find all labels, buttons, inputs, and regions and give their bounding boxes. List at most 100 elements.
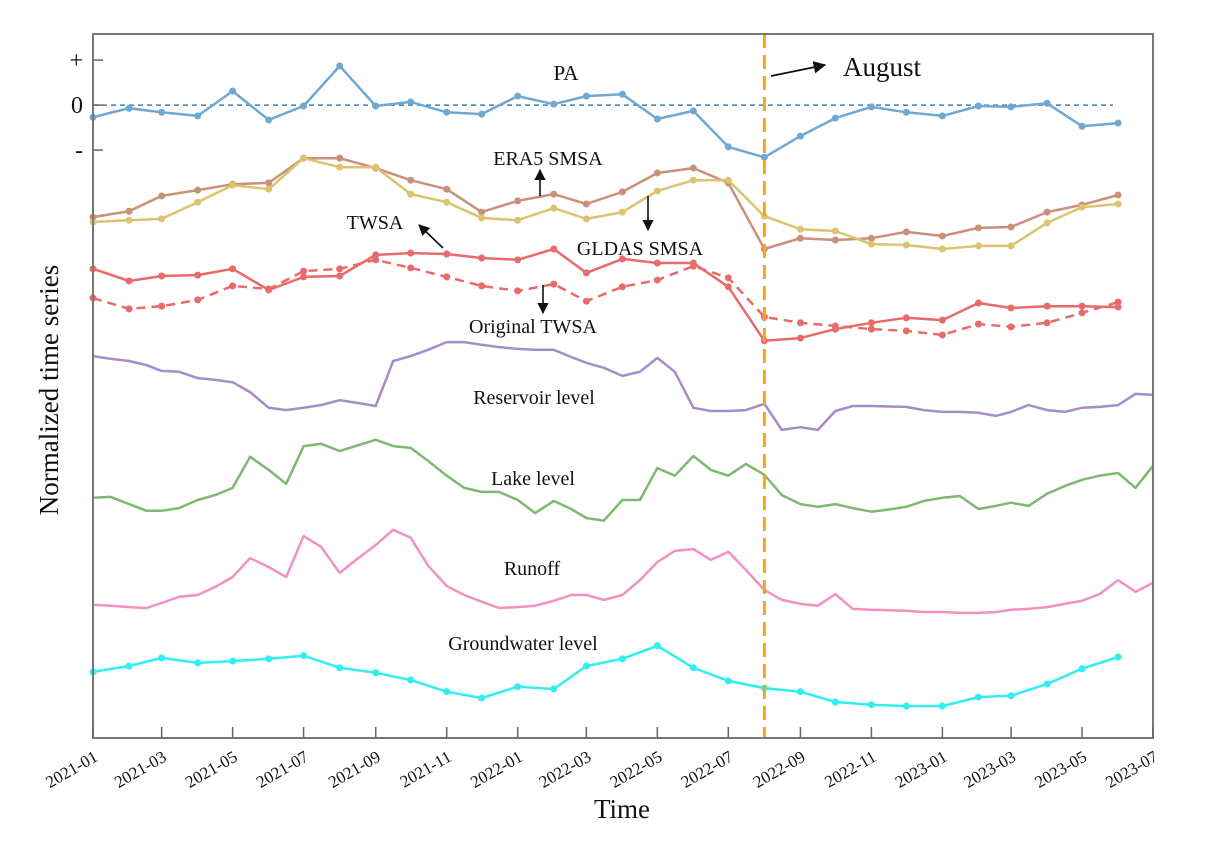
data-point <box>582 662 590 670</box>
plot-frame <box>92 33 1154 739</box>
label-twsa: TWSA <box>347 212 404 234</box>
label-groundwater-level: Groundwater level <box>448 633 598 655</box>
data-point <box>229 181 237 189</box>
data-point <box>229 657 237 665</box>
data-point <box>407 249 415 257</box>
data-point <box>1114 191 1122 199</box>
data-point <box>478 694 486 702</box>
data-point <box>831 236 839 244</box>
series-runoff <box>92 528 1154 615</box>
august-arrow <box>770 61 827 77</box>
data-point <box>514 256 522 264</box>
series-original-twsa <box>89 256 1122 339</box>
data-point <box>372 163 380 171</box>
series-twsa <box>89 245 1122 345</box>
data-point <box>1078 122 1086 130</box>
data-point <box>902 327 910 335</box>
series-line <box>92 156 1119 251</box>
series-gldas-smsa <box>89 154 1122 253</box>
data-point <box>689 262 697 270</box>
data-point <box>938 702 946 710</box>
data-point <box>550 190 558 198</box>
data-point <box>265 655 273 663</box>
label-lake-level: Lake level <box>491 468 575 490</box>
x-tick-label: 2022-03 <box>536 747 595 792</box>
data-point <box>300 273 308 281</box>
data-point <box>514 197 522 205</box>
data-point <box>125 207 133 215</box>
data-point <box>867 325 875 333</box>
x-tick-label: 2021-01 <box>42 747 101 792</box>
data-point <box>1114 298 1122 306</box>
data-point <box>831 322 839 330</box>
data-point <box>125 277 133 285</box>
label-reservoir-level: Reservoir level <box>473 387 595 409</box>
data-point <box>653 169 661 177</box>
x-tick-label: 2022-01 <box>467 747 526 792</box>
data-point <box>194 198 202 206</box>
x-tick-label: 2021-07 <box>253 747 312 792</box>
data-point <box>938 316 946 324</box>
data-point <box>1114 200 1122 208</box>
data-point <box>653 276 661 284</box>
data-point <box>867 701 875 709</box>
data-point <box>443 688 451 696</box>
data-point <box>582 215 590 223</box>
data-point <box>1114 653 1122 661</box>
x-tick-label: 2023-05 <box>1031 747 1090 792</box>
data-point <box>689 664 697 672</box>
data-point <box>1114 119 1122 127</box>
label-original-twsa: Original TWSA <box>469 316 598 338</box>
data-point <box>194 186 202 194</box>
data-point <box>158 272 166 280</box>
data-point <box>618 283 626 291</box>
data-point <box>582 297 590 305</box>
data-point <box>443 273 451 281</box>
x-tick-label: 2021-05 <box>182 747 241 792</box>
data-point <box>443 185 451 193</box>
data-point <box>689 164 697 172</box>
data-point <box>974 299 982 307</box>
data-point <box>582 92 590 100</box>
x-tick-label: 2021-09 <box>325 747 384 792</box>
data-point <box>796 225 804 233</box>
data-point <box>760 153 768 161</box>
data-point <box>724 283 732 291</box>
data-point <box>336 163 344 171</box>
data-point <box>1043 219 1051 227</box>
y-tick-label: - <box>75 138 83 164</box>
series-layer <box>89 34 1154 738</box>
data-point <box>1007 223 1015 231</box>
data-point <box>724 677 732 685</box>
data-point <box>372 256 380 264</box>
data-point <box>902 702 910 710</box>
data-point <box>336 664 344 672</box>
y-tick-label: + <box>69 48 83 74</box>
data-point <box>796 688 804 696</box>
x-tick-label: 2021-03 <box>111 747 170 792</box>
data-point <box>1007 103 1015 111</box>
x-tick-label: 2023-03 <box>960 747 1019 792</box>
data-point <box>265 185 273 193</box>
data-point <box>300 267 308 275</box>
series-line <box>92 438 1154 522</box>
data-point <box>1043 302 1051 310</box>
x-tick-label: 2022-09 <box>750 747 809 792</box>
data-point <box>125 216 133 224</box>
label-august: August <box>843 52 922 82</box>
series-line <box>92 247 1119 343</box>
data-point <box>653 259 661 267</box>
data-point <box>867 319 875 327</box>
data-point <box>514 92 522 100</box>
data-point <box>724 274 732 282</box>
x-axis-title: Time <box>594 794 650 824</box>
data-point <box>158 654 166 662</box>
series-reservoir-level <box>92 340 1154 432</box>
data-point <box>265 116 273 124</box>
label-runoff: Runoff <box>504 558 561 580</box>
data-point <box>653 115 661 123</box>
data-point <box>902 314 910 322</box>
data-point <box>796 234 804 242</box>
series-line <box>92 340 1154 432</box>
series-line <box>92 528 1154 615</box>
